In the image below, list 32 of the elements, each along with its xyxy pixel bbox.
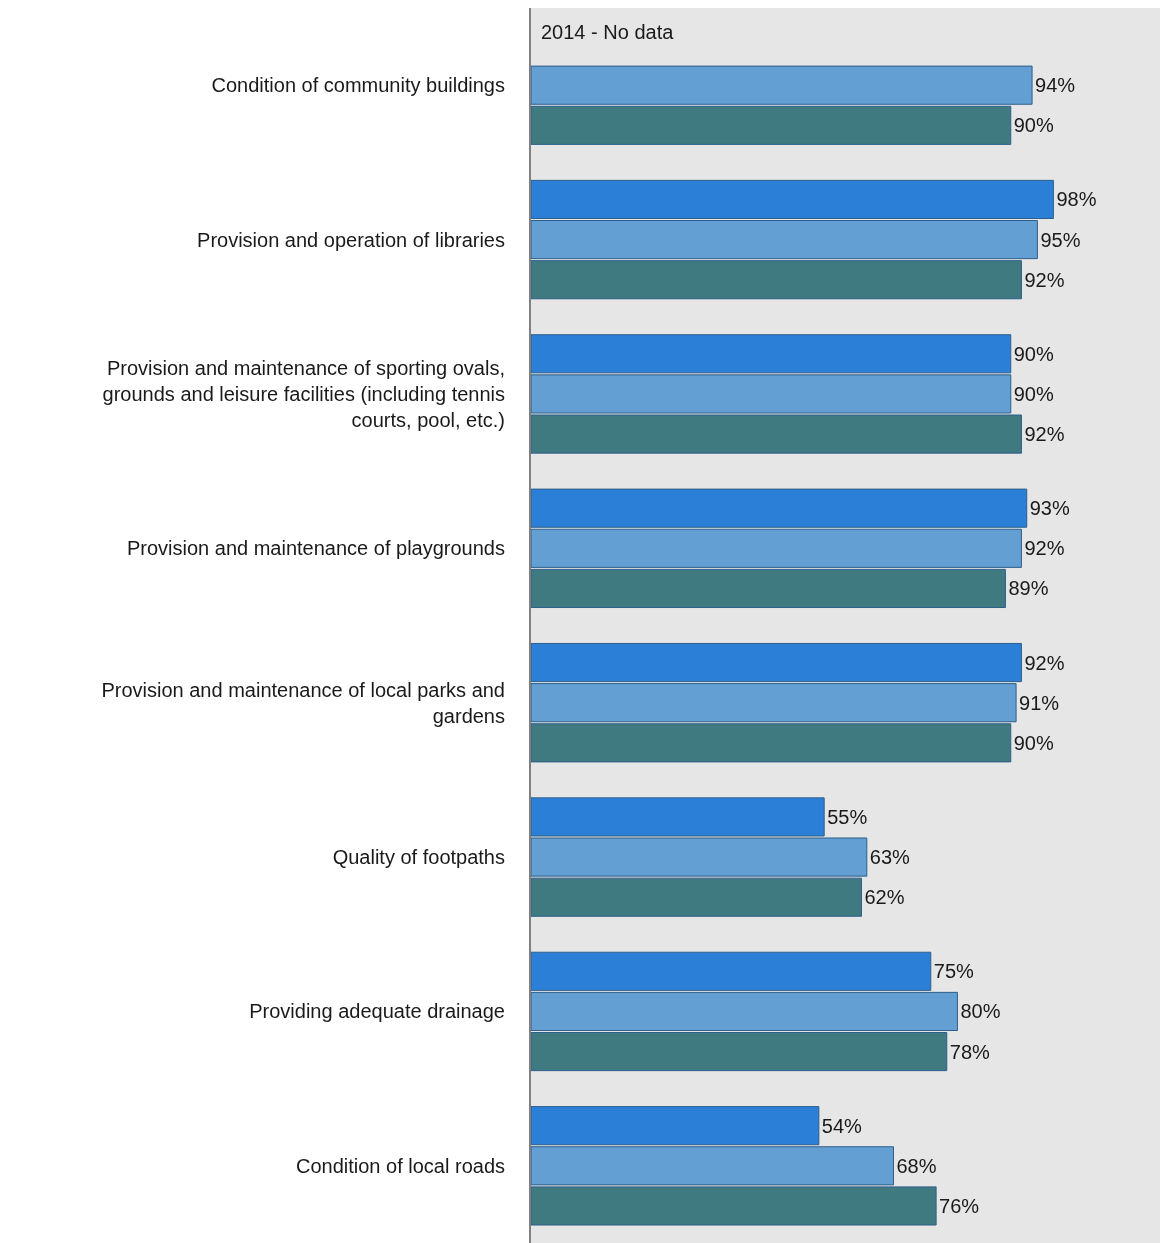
y-tick-label: Quality of footpaths: [332, 846, 505, 869]
data-label: 80%: [960, 1000, 1001, 1023]
data-label: 89%: [1008, 577, 1049, 600]
data-label: 68%: [896, 1154, 937, 1177]
data-label: 98%: [1056, 188, 1097, 211]
data-label: 94%: [1035, 74, 1076, 97]
data-label: 91%: [1019, 691, 1060, 714]
data-label: 76%: [939, 1194, 980, 1217]
y-tick-label: Condition of local roads: [295, 1154, 505, 1177]
y-tick-label: Provision and maintenance of local parks and gardens: [101, 678, 505, 727]
y-tick-label: Providing adequate drainage: [249, 1000, 505, 1023]
data-label: 75%: [933, 960, 975, 983]
data-label: 55%: [827, 805, 868, 828]
data-label: 54%: [821, 1114, 863, 1137]
y-tick-label: Provision and maintenance of playgrounds: [126, 537, 505, 560]
data-label: 90%: [1013, 342, 1054, 365]
data-label: 92%: [1024, 651, 1065, 674]
data-label: 90%: [1013, 731, 1054, 754]
data-label: 92%: [1024, 423, 1065, 446]
data-label: 90%: [1013, 114, 1054, 137]
y-tick-label: Provision and operation of libraries: [197, 228, 505, 251]
data-label: 93%: [1029, 497, 1070, 520]
data-label: 62%: [864, 886, 905, 909]
y-tick-label: Provision and maintenance of sporting ovals, grounds and leisure facilities (including tennis courts, pool, etc.): [102, 356, 505, 431]
data-label: 92%: [1024, 537, 1065, 560]
annotation: 2014 - No data: [541, 21, 675, 43]
data-label: 63%: [869, 846, 911, 869]
data-label: 78%: [949, 1040, 991, 1063]
data-label: 90%: [1013, 382, 1054, 405]
y-tick-label: Condition of community buildings: [211, 74, 505, 97]
data-label: 92%: [1024, 268, 1065, 291]
data-label: 95%: [1040, 228, 1081, 251]
